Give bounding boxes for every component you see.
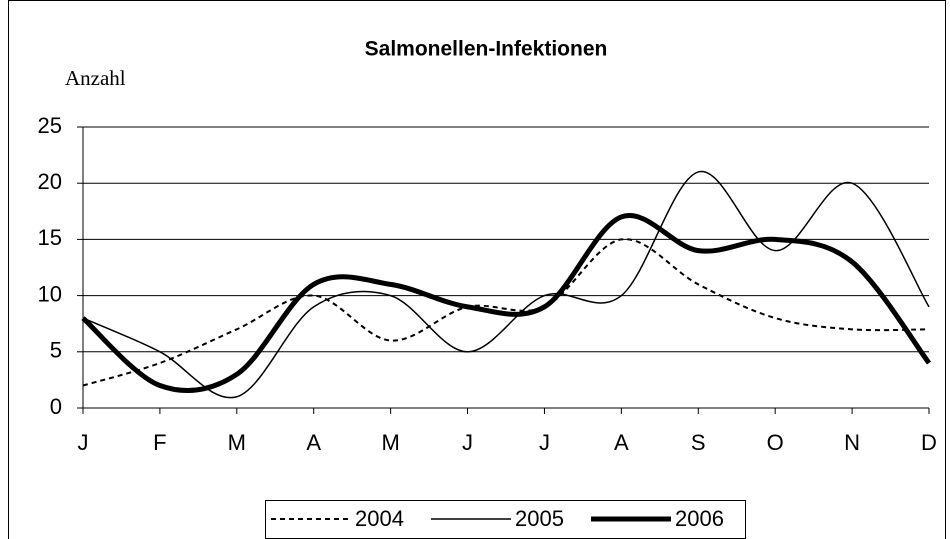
legend-label: 2006 [675,506,724,531]
x-tick-label: F [153,430,166,455]
legend-label: 2004 [355,506,404,531]
y-tick-label: 25 [38,113,62,138]
x-tick-label: S [691,430,706,455]
x-tick-label: M [228,430,246,455]
x-tick-label: A [614,430,629,455]
x-tick-label: O [767,430,784,455]
chart-title: Salmonellen-Infektionen [365,38,608,61]
legend-label: 2005 [515,506,564,531]
x-tick-label: M [381,430,399,455]
x-tick-label: D [921,430,937,455]
y-tick-label: 10 [38,281,62,306]
x-tick-label: N [844,430,860,455]
x-tick-label: A [306,430,321,455]
series-line [82,238,930,387]
x-tick-label: J [462,430,473,455]
chart-border [8,0,946,539]
y-tick-label: 15 [38,225,62,250]
series-line [81,213,931,393]
x-tick-label: J [539,430,550,455]
y-tick-label: 5 [50,338,62,363]
y-tick-label: 0 [50,394,62,419]
x-tick-label: J [78,430,89,455]
y-axis-label: Anzahl [65,66,126,90]
series-line [82,171,930,399]
y-tick-label: 20 [38,169,62,194]
